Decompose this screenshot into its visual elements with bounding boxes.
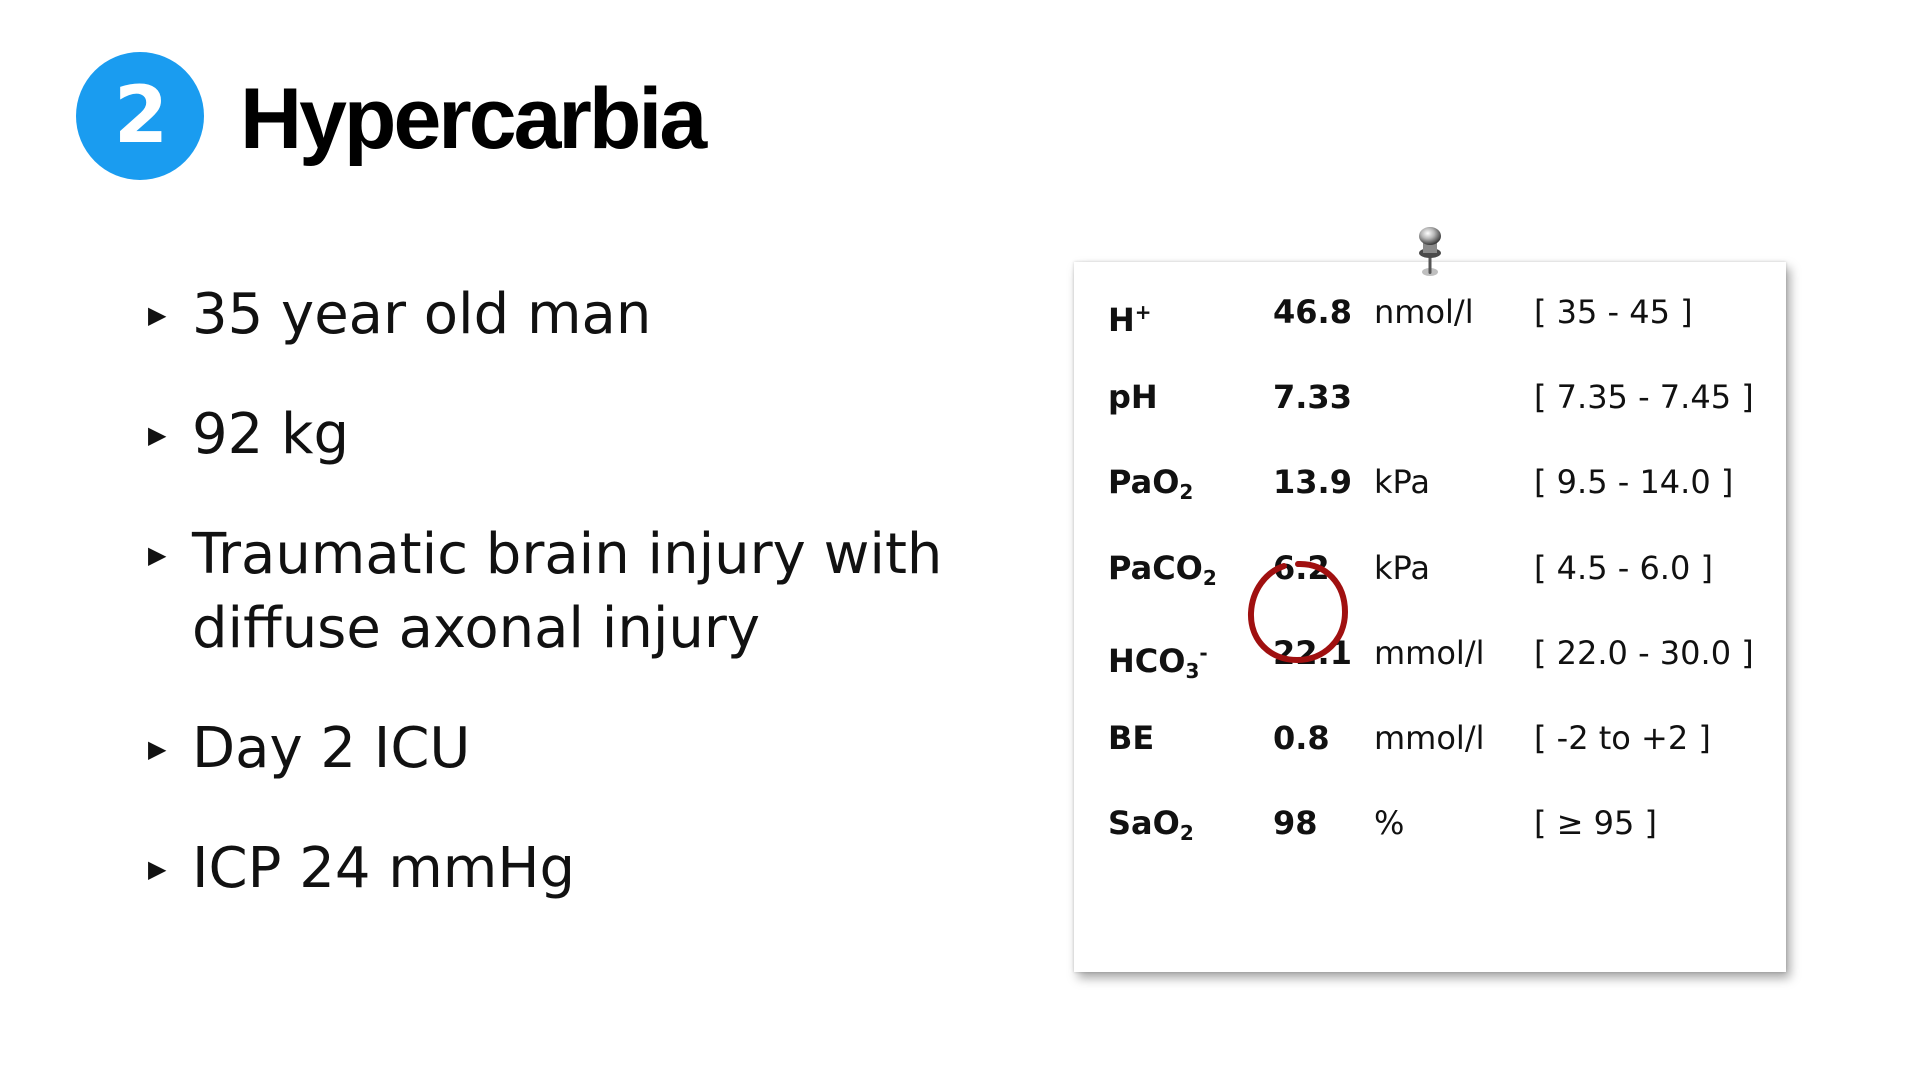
section-number-badge: 2 (76, 52, 204, 180)
lab-parameter-name: pH (1108, 378, 1158, 416)
bullet-text: 35 year old man (192, 282, 652, 347)
bullet-item: ▶ Day 2 ICU (140, 712, 470, 786)
lab-unit: kPa (1374, 463, 1430, 501)
bullet-text: ICP 24 mmHg (192, 836, 576, 901)
lab-row: HCO3- 22.1 mmol/l[ 22.0 - 30.0 ] (1108, 623, 1768, 683)
lab-unit: kPa (1374, 549, 1430, 587)
bullet-text: Day 2 ICU (192, 716, 471, 781)
section-number: 2 (113, 71, 168, 161)
lab-parameter-name: H+ (1108, 300, 1152, 339)
lab-parameter-name: SaO2 (1108, 804, 1194, 845)
lab-unit: nmol/l (1374, 293, 1474, 331)
triangle-bullet-icon: ▶ (148, 301, 167, 329)
lab-reference-range: [ ≥ 95 ] (1534, 804, 1658, 842)
lab-reference-range: [ 22.0 - 30.0 ] (1534, 634, 1754, 672)
lab-value: 7.33 (1273, 378, 1352, 416)
lab-reference-range: [ 9.5 - 14.0 ] (1534, 463, 1734, 501)
lab-parameter-name: PaO2 (1108, 463, 1194, 504)
lab-reference-range: [ 35 - 45 ] (1534, 293, 1693, 331)
bullet-text: Traumatic brain injury with diffuse axon… (192, 522, 943, 661)
lab-parameter-name: HCO3- (1108, 641, 1208, 683)
lab-reference-range: [ 7.35 - 7.45 ] (1534, 378, 1754, 416)
lab-value: 0.8 (1273, 719, 1330, 757)
bullet-item: ▶ 35 year old man (140, 278, 651, 352)
lab-row: pH 7.33 [ 7.35 - 7.45 ] (1108, 367, 1768, 427)
bullet-text: 92 kg (192, 402, 350, 467)
bullet-item: ▶ 92 kg (140, 398, 349, 472)
lab-unit: mmol/l (1374, 634, 1485, 672)
lab-parameter-name: BE (1108, 719, 1155, 757)
lab-row: SaO2 98% [ ≥ 95 ] (1108, 793, 1768, 853)
lab-parameter-name: PaCO2 (1108, 549, 1217, 590)
lab-row: BE 0.8 mmol/l [ -2 to +2 ] (1108, 708, 1768, 768)
lab-value: 13.9 (1273, 463, 1352, 501)
lab-value: 46.8 (1273, 293, 1352, 331)
triangle-bullet-icon: ▶ (148, 735, 167, 763)
triangle-bullet-icon: ▶ (148, 855, 167, 883)
lab-row: PaO2 13.9 kPa [ 9.5 - 14.0 ] (1108, 452, 1768, 512)
lab-results-card: H+ 46.8 nmol/l [ 35 - 45 ] pH 7.33 [ 7.35 - 7.… (1074, 262, 1786, 972)
bullet-item: ▶ Traumatic brain injury with diffuse axo… (140, 518, 952, 666)
lab-unit: % (1374, 804, 1405, 842)
highlight-circle (1247, 560, 1349, 664)
lab-unit: mmol/l (1374, 719, 1485, 757)
pushpin-icon (1419, 227, 1441, 276)
lab-reference-range: [ 4.5 - 6.0 ] (1534, 549, 1713, 587)
triangle-bullet-icon: ▶ (148, 541, 167, 569)
bullet-item: ▶ ICP 24 mmHg (140, 832, 575, 906)
triangle-bullet-icon: ▶ (148, 421, 167, 449)
slide-title: Hypercarbia (240, 71, 707, 167)
lab-reference-range: [ -2 to +2 ] (1534, 719, 1711, 757)
lab-row: PaCO2 6.2 kPa[ 4.5 - 6.0 ] (1108, 538, 1768, 598)
lab-row: H+ 46.8 nmol/l [ 35 - 45 ] (1108, 282, 1768, 342)
lab-value: 98 (1273, 804, 1318, 842)
